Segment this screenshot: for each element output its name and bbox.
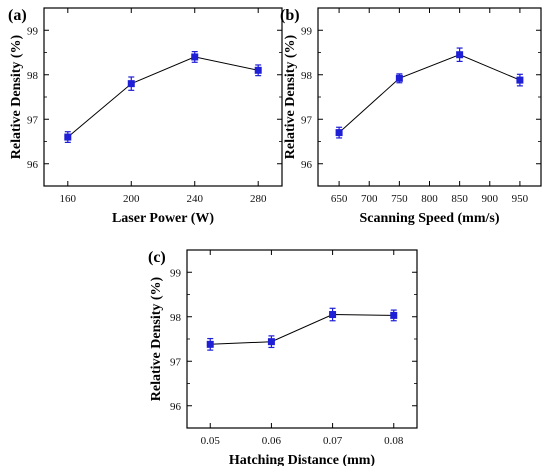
data-point <box>390 311 398 319</box>
chart-panel-a: 96 97 98 99 160 200 240 280 Laser Power (W) Relat… <box>8 7 283 226</box>
x-tick-label: 0.05 <box>201 435 221 447</box>
y-tick-label: 96 <box>301 159 313 171</box>
x-tick-label: 0.07 <box>323 435 343 447</box>
y-tick-label: 99 <box>170 267 182 279</box>
x-tick-label: 280 <box>250 193 267 205</box>
y-tick-label: 97 <box>301 114 313 126</box>
panel-label: (a) <box>8 7 27 24</box>
data-point <box>206 340 214 348</box>
series-line <box>67 56 259 138</box>
y-axis-label: Relative Density (%) <box>9 34 24 159</box>
data-point <box>267 338 275 346</box>
data-point <box>516 76 524 84</box>
x-tick-label: 0.08 <box>384 435 404 447</box>
x-tick-label: 0.06 <box>262 435 282 447</box>
y-tick-label: 99 <box>27 25 39 37</box>
x-axis-label: Scanning Speed (mm/s) <box>359 211 499 226</box>
data-point <box>335 129 343 137</box>
chart-panel-c: 96 97 98 99 0.05 0.06 0.07 0.08 Hatching Distanc… <box>148 249 418 466</box>
x-tick-label: 800 <box>421 193 438 205</box>
x-axis-label: Hatching Distance (mm) <box>229 453 376 466</box>
y-axis-label: Relative Density (%) <box>283 34 298 159</box>
y-tick-label: 96 <box>170 401 182 413</box>
data-point <box>191 53 199 61</box>
plot-frame <box>43 7 283 187</box>
y-tick-label: 99 <box>301 25 313 37</box>
plot-frame <box>317 7 542 187</box>
data-point <box>329 311 337 319</box>
y-tick-label: 98 <box>27 70 39 82</box>
panel-label: (c) <box>148 249 166 266</box>
x-tick-label: 850 <box>451 193 468 205</box>
data-point <box>254 66 262 74</box>
chart-panel-b: 96 97 98 99 650 700 750 800 850 900 950 Scanning Sp… <box>280 7 542 226</box>
data-point <box>456 51 464 59</box>
x-tick-label: 700 <box>361 193 378 205</box>
x-tick-label: 200 <box>123 193 140 205</box>
x-tick-label: 240 <box>186 193 203 205</box>
y-tick-label: 98 <box>301 70 313 82</box>
x-tick-label: 160 <box>60 193 77 205</box>
panel-label: (b) <box>280 7 300 24</box>
y-axis-label: Relative Density (%) <box>149 276 164 401</box>
x-tick-label: 650 <box>331 193 348 205</box>
x-tick-label: 900 <box>482 193 499 205</box>
data-point <box>64 133 72 141</box>
series-line <box>210 313 394 345</box>
plot-frame <box>186 249 418 429</box>
data-point <box>395 74 403 82</box>
x-tick-label: 750 <box>391 193 408 205</box>
data-point <box>127 80 135 88</box>
y-tick-label: 97 <box>27 114 39 126</box>
x-tick-label: 950 <box>512 193 529 205</box>
y-tick-label: 97 <box>170 356 182 368</box>
x-axis-label: Laser Power (W) <box>112 211 214 226</box>
series-line <box>338 54 521 133</box>
y-tick-label: 98 <box>170 312 182 324</box>
y-tick-label: 96 <box>27 159 39 171</box>
